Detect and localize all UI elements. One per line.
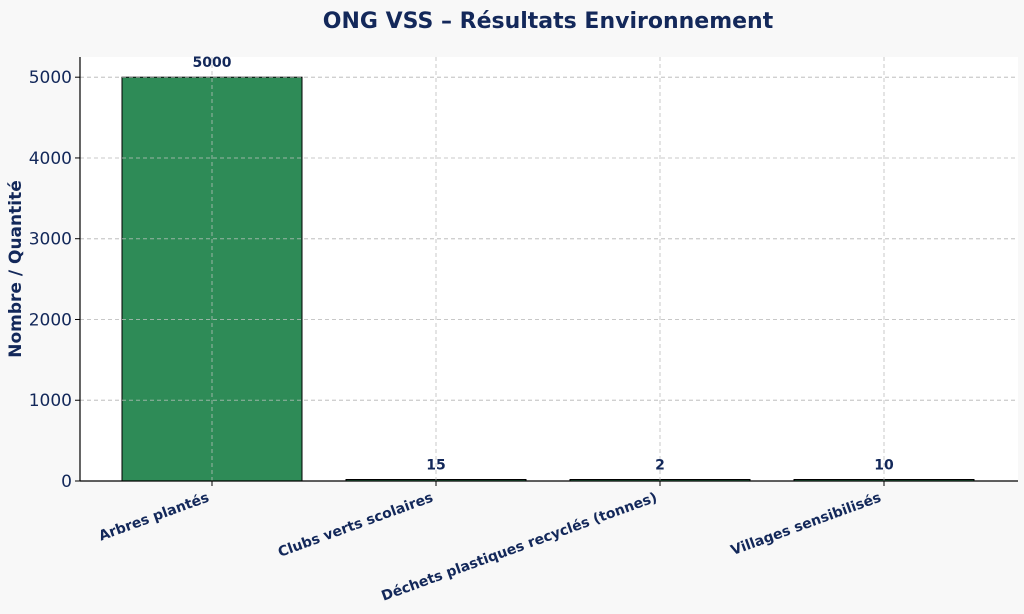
bar-value-label: 15 (426, 458, 445, 474)
y-axis-label: Nombre / Quantité (6, 180, 26, 358)
bars (80, 57, 1018, 482)
bar-value-label: 5000 (193, 55, 232, 71)
y-tick-label: 3000 (29, 230, 72, 250)
chart-title: ONG VSS – Résultats Environnement (323, 9, 774, 34)
y-tick-label: 5000 (29, 68, 72, 88)
bar-value-label: 10 (874, 458, 894, 474)
bar-value-label: 2 (655, 458, 665, 474)
y-tick-label: 4000 (29, 149, 72, 169)
y-tick-label: 1000 (29, 391, 72, 411)
y-tick-label: 2000 (29, 310, 72, 330)
axes (75, 57, 1018, 486)
y-tick-label: 0 (61, 472, 72, 492)
